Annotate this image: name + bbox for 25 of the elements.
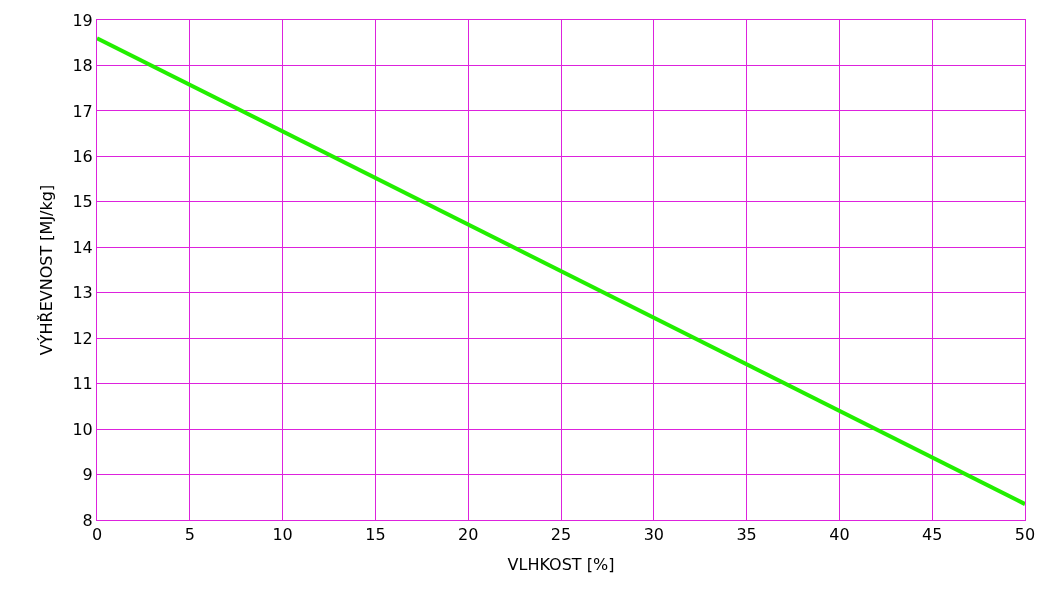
y-tick-label: 17 [72, 101, 93, 121]
x-tick-label: 25 [550, 525, 572, 545]
x-tick-label: 40 [829, 525, 850, 545]
x-tick-label: 0 [91, 525, 103, 545]
y-axis-title: VÝHŘEVNOST [MJ/kg] [37, 184, 57, 356]
x-tick-label: 20 [458, 525, 479, 545]
x-tick-label: 5 [184, 525, 195, 545]
y-tick-label: 8 [82, 510, 93, 530]
y-tick-label: 11 [72, 374, 93, 394]
y-tick-label: 16 [72, 146, 93, 166]
x-tick-label: 50 [1014, 525, 1036, 545]
x-tick-label: 45 [922, 525, 943, 545]
y-tick-label: 9 [82, 465, 93, 485]
y-tick-label: 13 [72, 283, 93, 303]
y-tick-label: 14 [72, 237, 93, 257]
y-tick-label: 10 [72, 419, 93, 439]
y-tick-label: 12 [72, 328, 93, 348]
x-tick-label: 30 [643, 525, 664, 545]
x-tick-label: 10 [272, 525, 293, 545]
y-tick-label: 18 [72, 56, 93, 76]
x-tick-label: 15 [365, 525, 386, 545]
x-tick-label: 35 [736, 525, 757, 545]
y-tick-label: 15 [72, 192, 93, 212]
y-tick-label: 19 [72, 10, 93, 30]
x-axis-title: VLHKOST [%] [507, 554, 615, 574]
